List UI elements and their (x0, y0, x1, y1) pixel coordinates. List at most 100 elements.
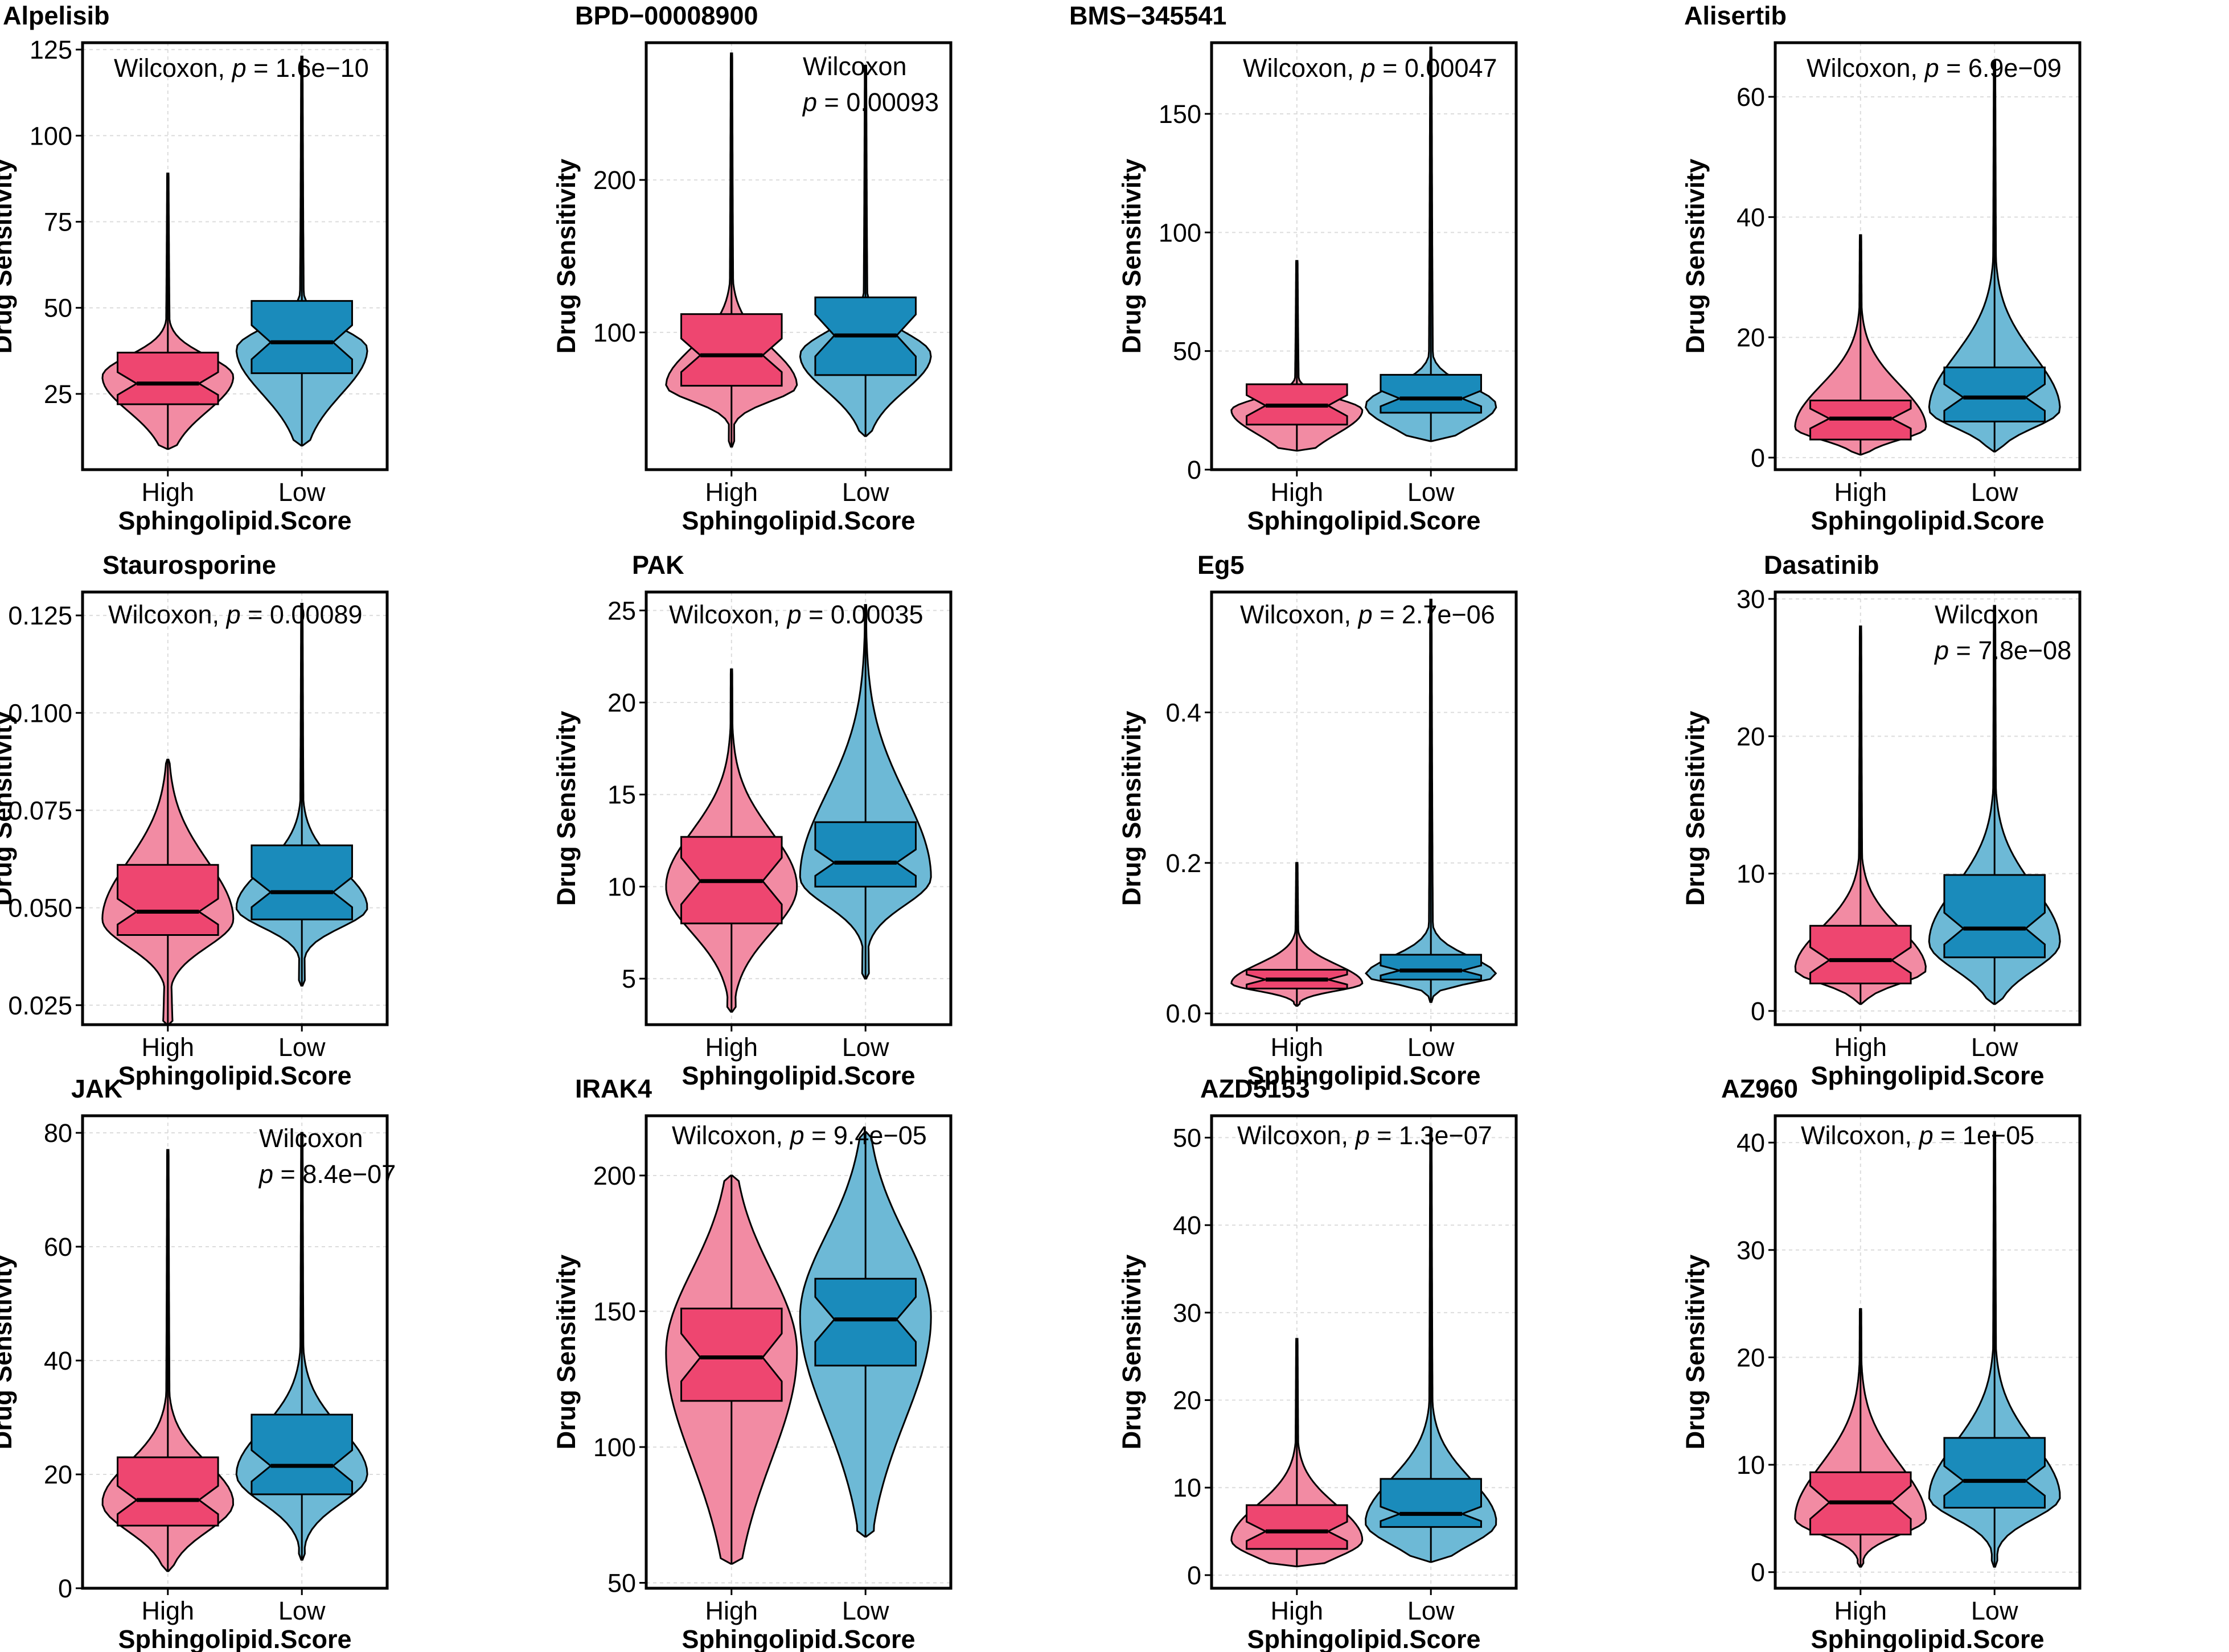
y-tick-label: 100 (593, 1433, 636, 1462)
x-tick-label: High (1271, 1596, 1324, 1625)
x-tick-label: High (705, 1033, 758, 1062)
x-axis-label: Sphingolipid.Score (118, 1625, 351, 1652)
wilcoxon-annotation-p: p = 7.8e−08 (1934, 636, 2071, 665)
y-tick-label: 60 (44, 1232, 72, 1261)
box-low (814, 821, 917, 887)
y-tick-label: 0 (1187, 1561, 1201, 1590)
annotation-value: = 9.4e−05 (804, 1121, 927, 1150)
panel-alpelisib: 25 50 75 100 125 High Low Alpelisib Sphingolipid… (0, 1, 389, 535)
y-tick-label: 200 (593, 1161, 636, 1190)
annotation-p: p (802, 88, 817, 117)
y-tick-label: 20 (1737, 323, 1765, 352)
y-tick-label: 150 (593, 1297, 636, 1326)
y-tick-label: 0.025 (8, 991, 72, 1020)
annotation-test: Wilcoxon, (108, 600, 227, 629)
y-tick-label: 20 (1737, 722, 1765, 751)
annotation-p: p (1357, 600, 1373, 629)
x-tick-label: High (142, 478, 195, 507)
annotation-value: = 7.8e−08 (1949, 636, 2071, 665)
x-tick-label: Low (1971, 1596, 2018, 1625)
panel-title: IRAK4 (575, 1074, 652, 1103)
wilcoxon-annotation-test: Wilcoxon (259, 1124, 363, 1153)
plot-frame (81, 1114, 389, 1590)
annotation-p: p (225, 600, 241, 629)
panel-dasatinib: 0 10 20 30 High Low Dasatinib Sphingolipid.Scor… (1681, 550, 2082, 1090)
annotation-value: = 0.00047 (1376, 54, 1497, 83)
x-tick-label: Low (1407, 1596, 1455, 1625)
x-tick-label: High (1271, 1033, 1324, 1062)
box-high (117, 351, 219, 405)
y-tick-label: 20 (607, 688, 636, 717)
x-tick-label: High (705, 478, 758, 507)
y-axis-label: Drug Sensitivity (552, 1255, 581, 1450)
wilcoxon-annotation: Wilcoxon, p = 6.9e−09 (1807, 54, 2062, 83)
box-low (1943, 366, 2046, 422)
y-tick-label: 0.050 (8, 894, 72, 923)
y-tick-label: 50 (1173, 1123, 1201, 1152)
y-tick-label: 0 (58, 1574, 72, 1603)
y-tick-label: 0.2 (1165, 849, 1201, 878)
y-tick-label: 50 (1173, 337, 1201, 366)
box-low (1380, 373, 1482, 414)
annotation-value: = 1.6e−10 (247, 54, 369, 83)
y-tick-label: 10 (1737, 860, 1765, 889)
y-tick-label: 80 (44, 1119, 72, 1148)
plot-frame (1210, 41, 1518, 471)
annotation-value: = 1e−05 (1934, 1121, 2035, 1150)
panel-title: PAK (632, 550, 684, 580)
box-high (680, 1308, 783, 1402)
plot-frame (81, 590, 389, 1026)
y-tick-label: 100 (1159, 218, 1201, 247)
panel-title: AZD5153 (1200, 1074, 1310, 1103)
y-axis-label: Drug Sensitivity (1681, 1255, 1710, 1450)
annotation-p: p (231, 54, 247, 83)
x-tick-label: High (142, 1596, 195, 1625)
wilcoxon-annotation: Wilcoxon, p = 2.7e−06 (1240, 600, 1495, 629)
panel-azd5153: 0 10 20 30 40 50 High Low AZD5153 Sphingolipid.Sc… (1117, 1074, 1518, 1652)
x-tick-label: Low (278, 1596, 326, 1625)
annotation-test: Wilcoxon, (114, 54, 232, 83)
y-tick-label: 200 (593, 166, 636, 195)
box-low (251, 844, 353, 920)
y-tick-label: 125 (30, 35, 72, 64)
y-tick-label: 30 (1173, 1298, 1201, 1328)
annotation-p: p (1934, 636, 1949, 665)
y-tick-label: 40 (1173, 1211, 1201, 1240)
x-axis-label: Sphingolipid.Score (1811, 1061, 2044, 1090)
y-axis-label: Drug Sensitivity (0, 711, 17, 906)
plot-frame (1774, 1114, 2082, 1590)
y-tick-label: 0.0 (1165, 999, 1201, 1028)
y-tick-label: 50 (44, 294, 72, 323)
annotation-p: p (789, 1121, 804, 1150)
y-tick-label: 100 (30, 121, 72, 150)
x-axis-label: Sphingolipid.Score (118, 1061, 351, 1090)
annotation-value: = 6.9e−09 (1939, 54, 2062, 83)
y-tick-label: 0.075 (8, 796, 72, 825)
y-tick-label: 10 (1737, 1450, 1765, 1480)
wilcoxon-annotation-test: Wilcoxon (1935, 600, 2039, 629)
y-tick-label: 0 (1751, 997, 1765, 1026)
box-high (117, 864, 219, 936)
box-low (1380, 954, 1482, 981)
box-low (251, 300, 353, 375)
panel-eg5: 0.0 0.2 0.4 High Low Eg5 Sphingolipid.Score Dru… (1117, 550, 1518, 1090)
x-axis-label: Sphingolipid.Score (1247, 1061, 1480, 1090)
plot-frame (1210, 590, 1518, 1026)
annotation-test: Wilcoxon, (1237, 1121, 1356, 1150)
y-tick-label: 50 (607, 1568, 636, 1597)
x-axis-label: Sphingolipid.Score (682, 1625, 915, 1652)
annotation-value: = 0.00093 (817, 88, 939, 117)
x-tick-label: Low (1971, 1033, 2018, 1062)
box-low (1380, 1478, 1482, 1528)
annotation-p: p (1354, 1121, 1370, 1150)
panel-pak: 5 10 15 20 25 High Low PAK Sphingolipid.Score Dru… (552, 550, 953, 1090)
annotation-value: = 0.00035 (802, 600, 923, 629)
x-tick-label: High (1834, 1033, 1887, 1062)
box-high (117, 1456, 219, 1527)
y-tick-label: 25 (607, 596, 636, 625)
y-tick-label: 40 (44, 1346, 72, 1375)
x-tick-label: High (142, 1033, 195, 1062)
box-high (1246, 1504, 1348, 1550)
x-tick-label: High (1834, 478, 1887, 507)
